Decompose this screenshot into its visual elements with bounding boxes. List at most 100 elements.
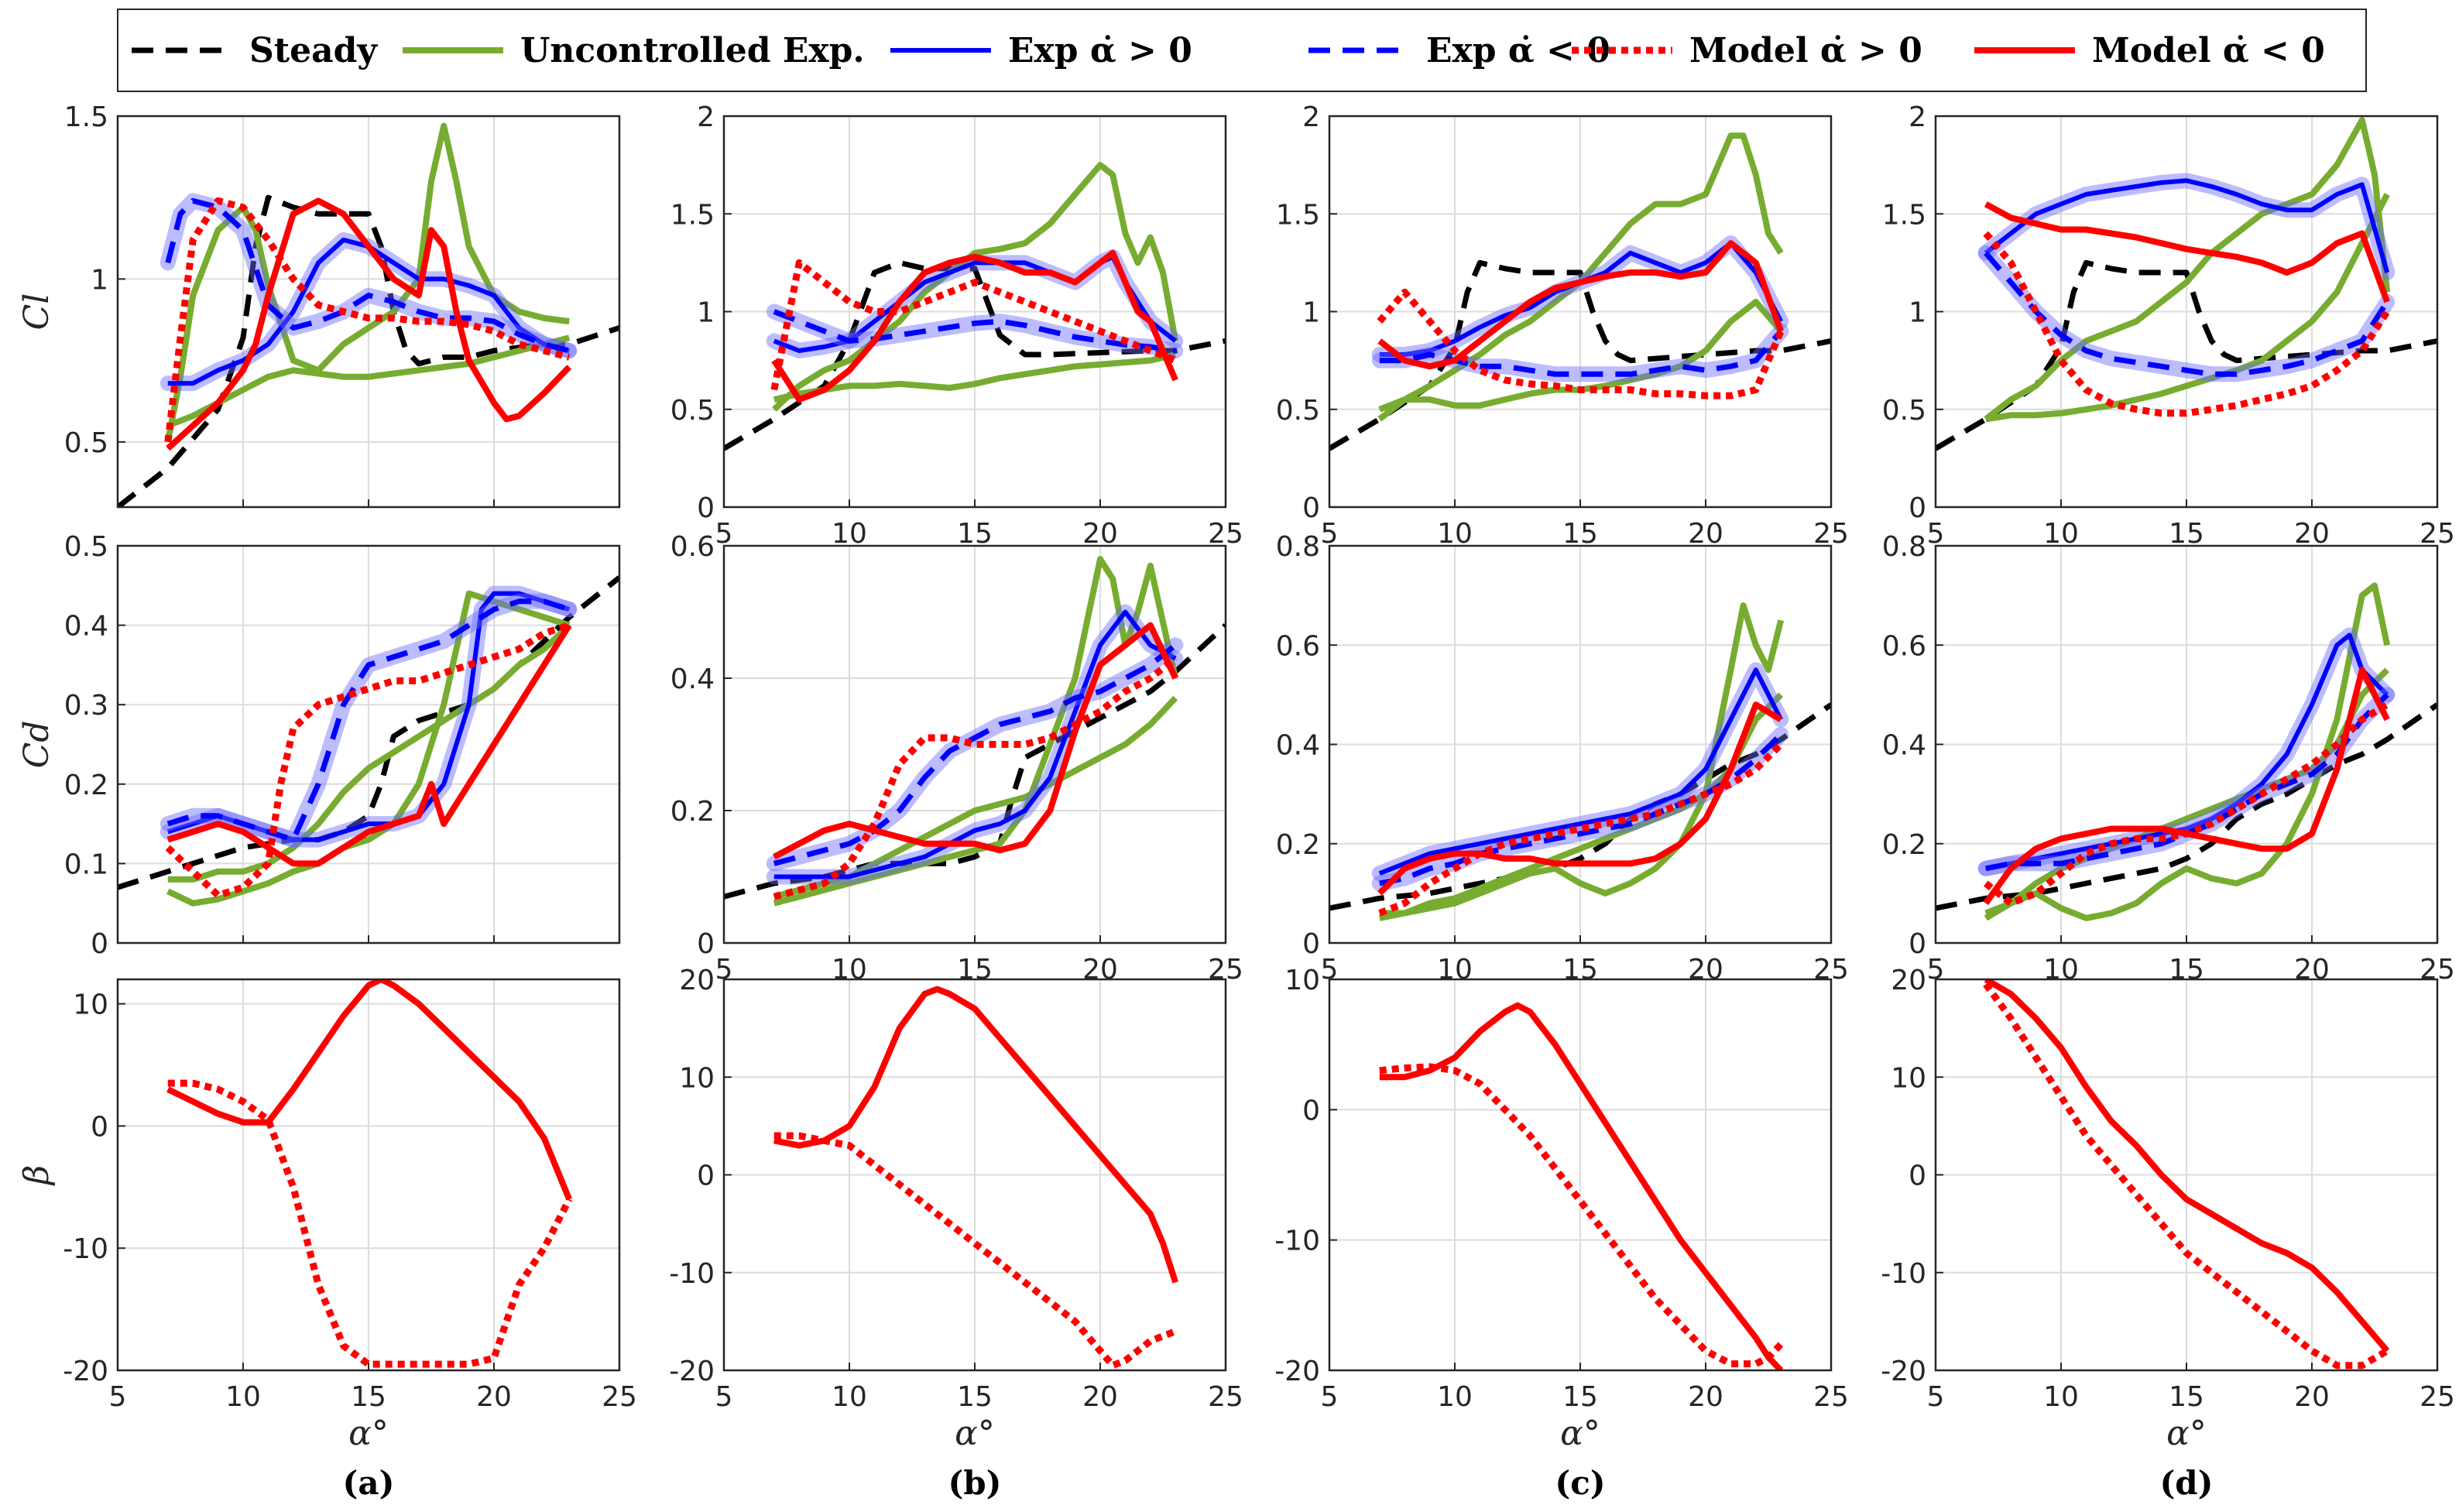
legend-label-steady: Steady (249, 31, 378, 70)
series-model_pos (167, 1079, 573, 1368)
x-tick-label: 5 (1927, 1381, 1945, 1413)
y-tick-label: 10 (1284, 965, 1320, 996)
series-uncontrolled (1984, 117, 2391, 422)
y-tick-label: -20 (63, 1356, 108, 1387)
x-tick-label: 20 (1082, 518, 1118, 550)
series-model_pos (164, 197, 571, 443)
y-axis-label-row2: β (17, 1165, 57, 1186)
panel-a-row1: 0 0.1 0.2 0.3 0.4 0.5 Cd (17, 531, 621, 960)
legend-label-model_neg: Model α̇ < 0 (2092, 31, 2325, 70)
series-steady (1936, 259, 2437, 451)
panel-label-b: (b) (948, 1464, 1001, 1502)
series-uncontrolled (166, 334, 571, 429)
y-tick-label: -20 (669, 1356, 715, 1387)
series-model_pos (773, 655, 1178, 900)
y-tick-label: 0.5 (1882, 395, 1926, 427)
y-tick-label: 0.5 (1276, 395, 1320, 427)
y-tick-label: 0.8 (1276, 531, 1320, 563)
panel-d-row1: 00.20.40.60.85 10 15 20 25 (1882, 531, 2455, 986)
y-tick-label: 0.5 (64, 427, 108, 459)
legend-entry-model_neg: Model α̇ < 0 (1974, 31, 2325, 70)
y-tick-label: 0.4 (670, 663, 715, 695)
x-tick-label: 25 (1208, 518, 1243, 550)
panel-c-row2: -20 -10 0 10 5 10 15 20 25 α° (c) (1274, 965, 1849, 1502)
series-exp_pos (1984, 178, 2390, 273)
x-tick-label: 5 (1927, 954, 1945, 986)
series-uncontrolled (166, 590, 571, 907)
x-tick-label: 25 (1208, 1381, 1243, 1413)
x-axis-label: α° (955, 1414, 995, 1453)
series-exp_neg (165, 197, 571, 354)
x-tick-label: 25 (2420, 1381, 2455, 1413)
panel-a-row0: 0.5 1 1.5 Cl (17, 101, 621, 509)
series-exp_neg (166, 598, 571, 843)
y-tick-label: 1 (1302, 297, 1320, 329)
panel-d-row2: -20 -10 0 10 20 5 10 15 20 25 α° (d) (1881, 965, 2455, 1502)
panel-c-row0: 00.511.525 10 15 20 25 (1276, 101, 1849, 550)
series-model_pos (1983, 982, 2389, 1370)
y-tick-label: -20 (1881, 1356, 1926, 1387)
x-tick-label: 15 (2169, 518, 2204, 550)
series-model_neg (166, 623, 572, 867)
x-tick-label: 5 (715, 954, 733, 986)
x-tick-label: 15 (1562, 1381, 1598, 1413)
y-tick-label: 0 (1302, 1095, 1320, 1126)
y-tick-label: 10 (679, 1062, 715, 1094)
series-uncontrolled (167, 622, 571, 883)
x-tick-label: 20 (476, 1381, 512, 1413)
x-tick-label: 15 (2169, 1381, 2204, 1413)
x-axis-label: α° (2166, 1414, 2207, 1453)
y-tick-label: -20 (1274, 1356, 1320, 1387)
series-model_pos (1379, 1063, 1784, 1368)
y-tick-label: 0.2 (1276, 829, 1320, 861)
series-exp_neg (773, 309, 1176, 354)
series-uncontrolled (1379, 692, 1784, 921)
y-tick-label: 0.6 (1882, 630, 1926, 662)
x-tick-label: 25 (602, 1381, 637, 1413)
legend-label-uncontrolled: Uncontrolled Exp. (520, 31, 865, 70)
series-uncontrolled (1377, 132, 1784, 422)
y-tick-label: -10 (1274, 1226, 1320, 1257)
x-tick-label: 5 (715, 1381, 733, 1413)
y-tick-label: 0.5 (64, 531, 108, 563)
y-tick-label: -10 (669, 1258, 715, 1290)
x-tick-label: 5 (1321, 1381, 1339, 1413)
y-tick-label: 1 (91, 264, 108, 296)
x-tick-label: 20 (2294, 518, 2330, 550)
legend-entry-exp_pos: Exp α̇ > 0 (890, 31, 1192, 70)
panel-label-d: (d) (2159, 1464, 2213, 1502)
x-tick-label: 25 (1813, 1381, 1849, 1413)
x-tick-label: 20 (1082, 1381, 1118, 1413)
y-tick-label: 1.5 (1276, 199, 1320, 231)
y-tick-label: 1.5 (64, 101, 108, 133)
series-model_pos (1983, 231, 2390, 417)
y-tick-label: 20 (1891, 965, 1926, 996)
x-tick-label: 5 (1927, 518, 1945, 550)
y-tick-label: 0 (1302, 492, 1320, 524)
y-tick-label: 0.2 (670, 796, 715, 828)
x-tick-label: 25 (2420, 518, 2455, 550)
y-tick-label: 10 (1891, 1062, 1926, 1094)
series-model_neg (1379, 1002, 1784, 1370)
y-tick-label: 2 (1302, 101, 1320, 133)
series-exp_pos (1985, 633, 2389, 871)
y-tick-label: 2 (697, 101, 715, 133)
series-model_pos (1378, 742, 1784, 917)
legend-label-exp_pos: Exp α̇ > 0 (1008, 31, 1192, 70)
x-tick-label: 15 (351, 1381, 386, 1413)
legend-entry-model_pos: Model α̇ > 0 (1572, 31, 1922, 70)
series-uncontrolled (1985, 193, 2390, 423)
panel-b-row2: -20 -10 0 10 20 5 10 15 20 25 α° (b) (669, 965, 1243, 1502)
y-tick-label: 0.5 (670, 395, 715, 427)
series-uncontrolled (773, 351, 1177, 403)
y-tick-label: 0.4 (1882, 730, 1926, 762)
legend-entry-exp_neg: Exp α̇ < 0 (1308, 31, 1610, 70)
y-tick-label: 1 (697, 297, 715, 329)
panel-d-row0: 00.511.525 10 15 20 25 (1882, 101, 2455, 550)
y-tick-label: 0 (91, 928, 108, 960)
series-uncontrolled (1984, 582, 2391, 921)
x-tick-label: 10 (832, 518, 867, 550)
legend-entry-uncontrolled: Uncontrolled Exp. (403, 31, 865, 70)
panel-c-row1: 00.20.40.60.85 10 15 20 25 (1276, 531, 1849, 986)
